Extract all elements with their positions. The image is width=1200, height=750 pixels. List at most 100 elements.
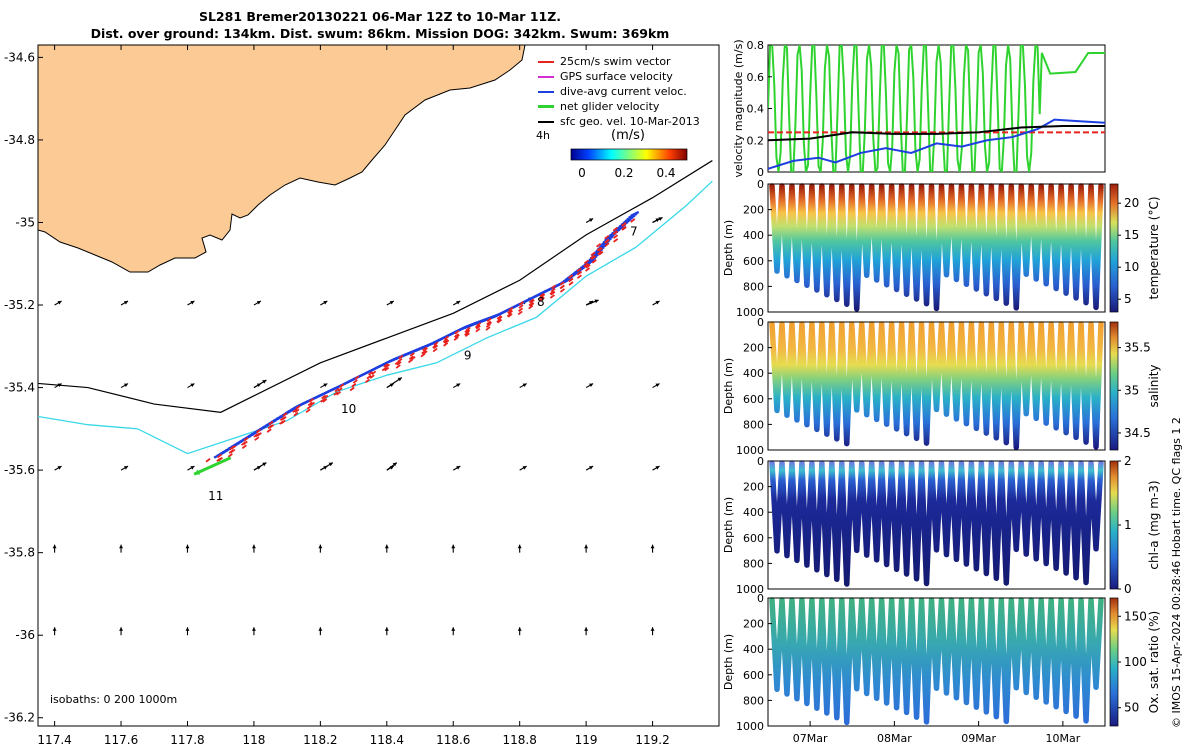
cbar-tick-label: 5: [1124, 292, 1132, 306]
geo-vector-strong-head: [397, 377, 402, 382]
swim-vector: [339, 383, 345, 388]
swim-vector: [496, 315, 502, 320]
geo-vector-arrow-head: [451, 627, 456, 631]
swim-vector: [475, 325, 481, 330]
swim-vector: [486, 317, 492, 323]
swim-vector: [384, 363, 391, 369]
swim-vector: [528, 298, 534, 304]
swim-vector: [433, 341, 439, 346]
section-colorbar: [1109, 321, 1119, 451]
map-y-tick-label: -35: [15, 215, 35, 229]
swim-vector: [309, 401, 316, 407]
geo-vector-arrow-head: [119, 627, 124, 631]
swim-vector: [294, 408, 300, 413]
swim-vector: [268, 420, 274, 426]
land-mass: [38, 45, 526, 273]
swim-vector: [266, 428, 272, 433]
swim-vector: [604, 242, 610, 247]
swim-vector: [383, 363, 389, 368]
gps-arrow-icon: [538, 75, 554, 78]
swim-vector: [255, 428, 262, 434]
swim-vector: [292, 408, 298, 413]
section-panel-temperature: 0 200 400 600 800 1000 Depth (m) 5 10 15 20 tempera…: [722, 178, 1161, 319]
cbar-label: chl-a (mg m-3): [1147, 480, 1161, 569]
dive-arrow-icon: [538, 90, 554, 93]
swim-vector: [507, 310, 514, 315]
geo-vector-strong-head: [658, 217, 663, 221]
date-tick-label: 09Mar: [961, 732, 996, 745]
swim-vector: [409, 352, 415, 357]
swim-vector: [395, 364, 401, 369]
swim-vector: [281, 416, 287, 421]
swim-vector: [630, 218, 636, 223]
map-x-tick-label: 119.2: [635, 733, 669, 747]
swim-vector: [604, 234, 610, 240]
geo-vector-arrow-head: [190, 383, 195, 388]
swim-vector: [612, 230, 618, 235]
net-velocity-arrow-head: [194, 469, 201, 475]
swim-vector: [396, 361, 402, 366]
geo-vector-arrow-head: [584, 544, 589, 549]
swim-vector: [254, 436, 260, 441]
cbar-tick-2: 0.4: [656, 166, 675, 180]
geo-vector-arrow-head: [119, 544, 124, 549]
geo-vector-arrow-head: [384, 544, 389, 549]
swim-vector: [230, 448, 236, 454]
cbar-tick-label: 35.5: [1124, 341, 1151, 355]
swim-vector: [539, 292, 545, 298]
swim-vector: [613, 238, 619, 243]
swim-vector: [293, 412, 299, 417]
depth-tick-label: 400: [743, 229, 764, 242]
swim-vector: [465, 326, 471, 332]
depth-tick-label: 400: [743, 506, 764, 519]
cbar-tick-label: 0: [1124, 582, 1132, 596]
chart-title: SL281 Bremer20130221 06-Mar 12Z to 10-Ma…: [40, 8, 720, 42]
swim-vector: [205, 458, 211, 463]
geo-vector-strong-head: [262, 380, 267, 384]
swim-vector: [585, 264, 591, 269]
depth-tick-label: 1000: [736, 444, 764, 457]
map-x-tick-label: 117.8: [170, 733, 204, 747]
depth-ylabel: Depth (m): [722, 220, 735, 276]
geo-vector-arrow-head: [650, 544, 655, 549]
net-arrow-icon: [538, 105, 554, 108]
geo-vector-strong-head: [262, 462, 267, 467]
swim-vector: [589, 254, 596, 260]
geo-vector-arrow-head: [123, 466, 129, 470]
swim-vector: [518, 307, 524, 312]
cbar-label: Ox. sat. ratio (%): [1147, 611, 1161, 713]
net-velocity-line: [768, 45, 1105, 172]
velocity-ylabel: velocity magnitude (m/s): [732, 39, 745, 177]
swim-vector: [549, 290, 555, 295]
cbar-tick-label: 10: [1124, 260, 1139, 274]
swim-vector: [598, 251, 604, 256]
geo-vector-arrow-head: [522, 383, 527, 388]
swim-vector: [323, 394, 329, 400]
current-vector: [630, 210, 640, 218]
map-x-tick-label: 117.4: [37, 733, 71, 747]
vel-y-tick-label: 0.4: [747, 103, 765, 116]
swim-vector: [506, 312, 512, 318]
map-x-tick-label: 118: [242, 733, 265, 747]
depth-tick-label: 0: [757, 455, 764, 468]
swim-vector: [551, 284, 557, 290]
depth-tick-label: 200: [743, 618, 764, 631]
swim-vector: [398, 354, 404, 360]
swim-vector: [485, 326, 491, 331]
swim-vector: [397, 358, 403, 363]
dive-profiles: [769, 183, 1104, 312]
swim-vector: [496, 318, 502, 323]
swim-vector: [597, 247, 603, 252]
geo-vector-arrow-head: [123, 301, 129, 305]
swim-vector: [307, 401, 313, 407]
swim-vector: [528, 304, 534, 310]
legend-item-gps: GPS surface velocity: [538, 69, 700, 84]
vel-y-tick-label: 0: [757, 166, 764, 179]
depth-tick-label: 1000: [736, 720, 764, 733]
geo-vector-arrow-head: [57, 301, 62, 305]
day-label: 9: [464, 349, 472, 363]
section-frame: [767, 460, 1106, 590]
swim-vector: [384, 366, 390, 372]
geo-vector-arrow-head: [57, 383, 62, 388]
swim-vector: [269, 424, 275, 429]
